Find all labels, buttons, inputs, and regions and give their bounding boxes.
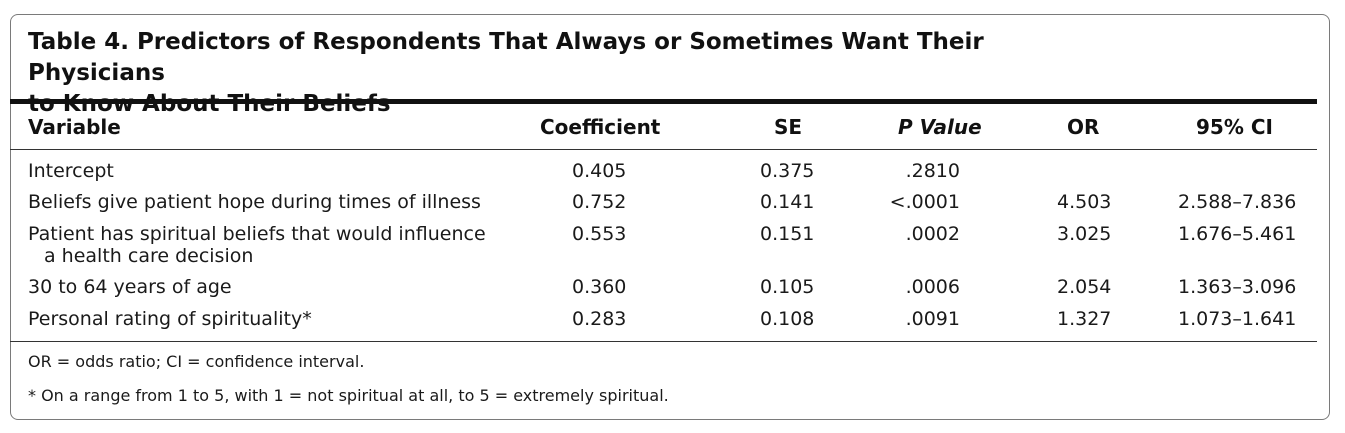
footer-rule — [10, 341, 1317, 342]
table-title-line-1: Table 4. Predictors of Respondents That … — [28, 29, 984, 86]
cell-se: 0.151 — [760, 223, 815, 245]
cell-se: 0.108 — [760, 308, 815, 330]
cell-ci: 1.073–1.641 — [1178, 308, 1297, 330]
cell-se: 0.141 — [760, 191, 815, 213]
header-se: SE — [774, 115, 803, 139]
cell-variable-line-2: a health care decision — [44, 245, 254, 267]
header-p-value: P Value — [898, 115, 982, 139]
cell-or: 3.025 — [1057, 223, 1112, 245]
cell-or: 2.054 — [1057, 276, 1112, 298]
cell-p-value: .0002 — [905, 223, 960, 245]
table-title: Table 4. Predictors of Respondents That … — [28, 27, 1128, 120]
footnote-abbreviations: OR = odds ratio; CI = confidence interva… — [28, 352, 365, 371]
cell-coefficient: 0.752 — [572, 191, 627, 213]
header-bottom-rule — [10, 149, 1317, 150]
header-top-rule — [10, 99, 1317, 104]
cell-p-value: <.0001 — [889, 191, 960, 213]
cell-se: 0.105 — [760, 276, 815, 298]
header-coefficient: Coefficient — [540, 115, 661, 139]
header-ci: 95% CI — [1196, 115, 1273, 139]
cell-coefficient: 0.283 — [572, 308, 627, 330]
cell-coefficient: 0.405 — [572, 160, 627, 182]
cell-coefficient: 0.553 — [572, 223, 627, 245]
cell-variable: Beliefs give patient hope during times o… — [28, 191, 481, 213]
cell-or: 1.327 — [1057, 308, 1112, 330]
cell-variable: Personal rating of spirituality* — [28, 308, 312, 330]
cell-ci: 1.363–3.096 — [1178, 276, 1297, 298]
cell-se: 0.375 — [760, 160, 815, 182]
cell-p-value: .2810 — [905, 160, 960, 182]
cell-ci: 1.676–5.461 — [1178, 223, 1297, 245]
cell-or: 4.503 — [1057, 191, 1112, 213]
cell-variable: Intercept — [28, 160, 114, 182]
cell-variable-line-1: Patient has spiritual beliefs that would… — [28, 223, 486, 245]
cell-variable: 30 to 64 years of age — [28, 276, 232, 298]
cell-coefficient: 0.360 — [572, 276, 627, 298]
header-variable: Variable — [28, 115, 121, 139]
table-frame — [10, 14, 1330, 420]
footnote-spirituality-scale: * On a range from 1 to 5, with 1 = not s… — [28, 386, 669, 405]
header-or: OR — [1067, 115, 1100, 139]
cell-variable: Patient has spiritual beliefs that would… — [28, 223, 486, 267]
cell-p-value: .0091 — [905, 308, 960, 330]
cell-p-value: .0006 — [905, 276, 960, 298]
cell-ci: 2.588–7.836 — [1178, 191, 1297, 213]
table-title-line-2: to Know About Their Beliefs — [28, 91, 391, 117]
